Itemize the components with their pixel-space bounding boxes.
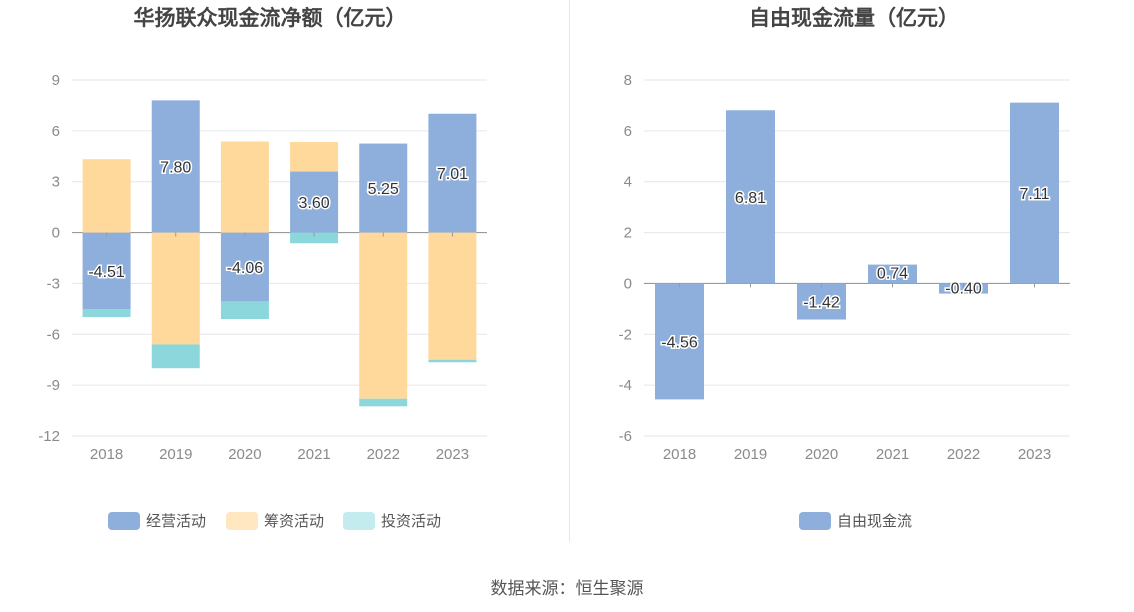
chart-title: 华扬联众现金流净额（亿元） bbox=[134, 6, 407, 30]
legend-swatch-筹资活动 bbox=[226, 512, 258, 530]
legend-label: 经营活动 bbox=[146, 513, 206, 530]
x-tick-label: 2021 bbox=[876, 446, 909, 463]
x-tick-label: 2018 bbox=[90, 446, 123, 463]
y-tick-label: 3 bbox=[52, 174, 60, 191]
data-label: 0.74 bbox=[877, 266, 908, 283]
x-tick-label: 2020 bbox=[228, 446, 261, 463]
bar-筹资活动-2021 bbox=[290, 142, 339, 172]
data-label: 7.11 bbox=[1020, 186, 1050, 203]
bar-投资活动-2021 bbox=[290, 232, 339, 244]
x-tick-label: 2019 bbox=[734, 446, 767, 463]
x-tick-label: 2022 bbox=[367, 446, 400, 463]
x-tick-label: 2022 bbox=[947, 446, 980, 463]
legend-swatch-投资活动 bbox=[343, 512, 375, 530]
y-tick-label: 4 bbox=[624, 174, 632, 191]
data-label: 7.80 bbox=[160, 159, 191, 176]
data-label: -0.40 bbox=[945, 280, 982, 297]
data-label: -4.06 bbox=[227, 260, 264, 277]
x-tick-label: 2021 bbox=[297, 446, 330, 463]
y-tick-label: 2 bbox=[624, 225, 632, 242]
y-tick-label: -3 bbox=[47, 275, 60, 292]
y-tick-label: -12 bbox=[38, 428, 60, 445]
data-label: 5.25 bbox=[368, 181, 399, 198]
y-tick-label: 0 bbox=[624, 275, 632, 292]
data-label: 3.60 bbox=[299, 195, 330, 212]
bar-经营活动-2020 bbox=[220, 232, 269, 302]
y-tick-label: 6 bbox=[52, 123, 60, 140]
legend-label: 投资活动 bbox=[381, 513, 441, 530]
bar-投资活动-2020 bbox=[220, 301, 269, 320]
data-label: 6.81 bbox=[735, 190, 766, 207]
bar-自由现金流-2018 bbox=[655, 283, 704, 400]
bar-筹资活动-2020 bbox=[220, 141, 269, 233]
bar-筹资活动-2019 bbox=[151, 232, 200, 345]
bar-自由现金流-2020 bbox=[797, 283, 846, 320]
x-tick-label: 2020 bbox=[805, 446, 838, 463]
legend-label: 筹资活动 bbox=[264, 513, 324, 530]
data-label: -1.42 bbox=[803, 294, 840, 311]
bar-筹资活动-2018 bbox=[82, 159, 131, 233]
data-label: 7.01 bbox=[437, 166, 468, 183]
y-tick-label: -2 bbox=[619, 326, 632, 343]
data-label: -4.51 bbox=[88, 264, 125, 281]
y-tick-label: -6 bbox=[619, 428, 632, 445]
bar-经营活动-2023 bbox=[428, 113, 477, 233]
panel-divider bbox=[569, 0, 570, 542]
legend-label: 自由现金流 bbox=[837, 513, 912, 530]
bar-筹资活动-2022 bbox=[359, 232, 408, 399]
bar-经营活动-2018 bbox=[82, 232, 131, 310]
bar-筹资活动-2023 bbox=[428, 232, 477, 360]
bar-投资活动-2022 bbox=[359, 398, 408, 407]
y-tick-label: 8 bbox=[624, 72, 632, 89]
bar-自由现金流-2021 bbox=[868, 264, 917, 284]
x-tick-label: 2018 bbox=[663, 446, 696, 463]
y-tick-label: 0 bbox=[52, 225, 60, 242]
bar-投资活动-2023 bbox=[428, 359, 477, 363]
y-tick-label: 6 bbox=[624, 123, 632, 140]
bar-自由现金流-2022 bbox=[939, 283, 988, 294]
bar-自由现金流-2023 bbox=[1010, 102, 1059, 284]
x-tick-label: 2023 bbox=[436, 446, 469, 463]
y-tick-label: -9 bbox=[47, 377, 60, 394]
y-tick-label: 9 bbox=[52, 72, 60, 89]
bar-投资活动-2019 bbox=[151, 344, 200, 369]
y-tick-label: -4 bbox=[619, 377, 632, 394]
bar-投资活动-2018 bbox=[82, 309, 131, 317]
bar-经营活动-2021 bbox=[290, 171, 339, 233]
x-tick-label: 2023 bbox=[1018, 446, 1051, 463]
y-tick-label: -6 bbox=[47, 326, 60, 343]
bar-自由现金流-2019 bbox=[726, 110, 775, 284]
legend-swatch-自由现金流 bbox=[799, 512, 831, 530]
legend-swatch-经营活动 bbox=[108, 512, 140, 530]
chart-title: 自由现金流量（亿元） bbox=[749, 6, 959, 30]
bar-经营活动-2019 bbox=[151, 100, 200, 233]
data-label: -4.56 bbox=[661, 334, 698, 351]
data-source-note: 数据来源：恒生聚源 bbox=[490, 579, 644, 598]
bar-经营活动-2022 bbox=[359, 143, 408, 233]
x-tick-label: 2019 bbox=[159, 446, 192, 463]
